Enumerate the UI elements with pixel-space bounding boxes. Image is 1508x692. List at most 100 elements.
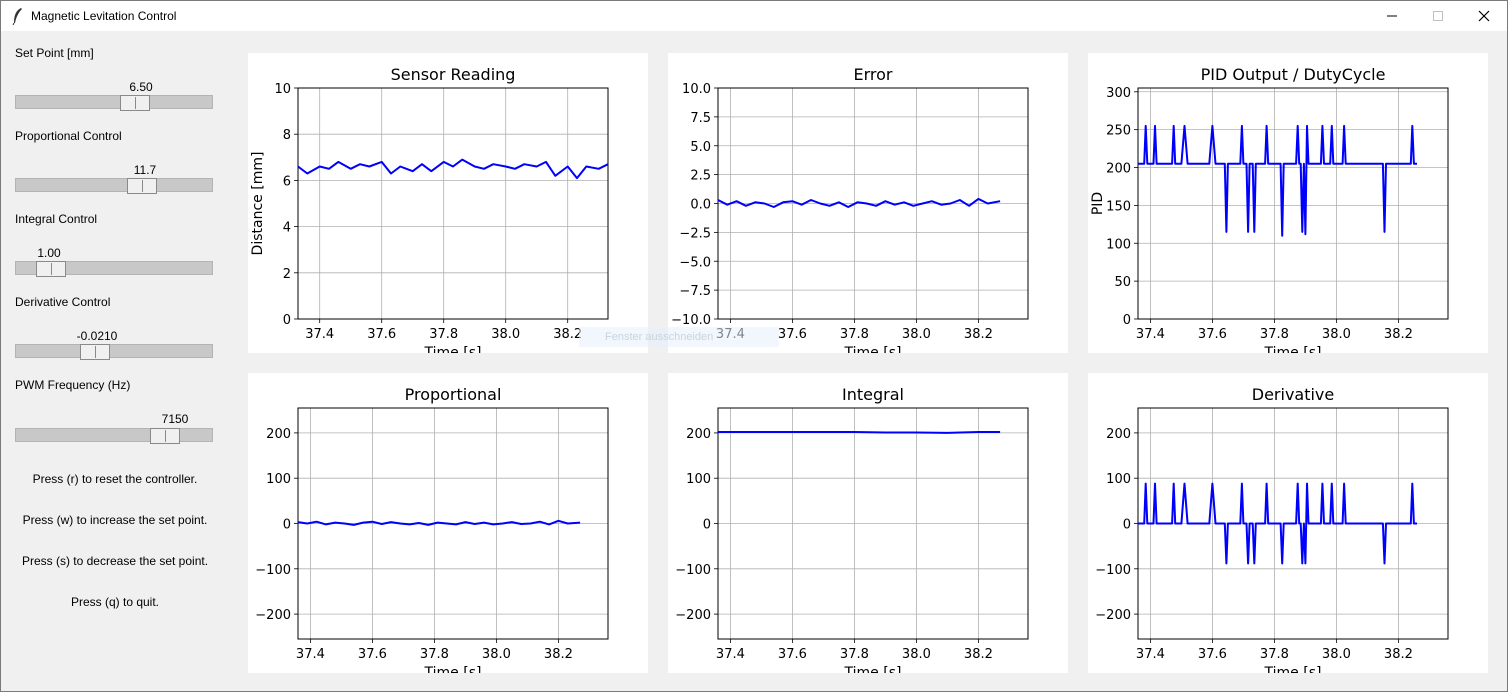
x-axis-label: Time [s] (844, 345, 902, 353)
y-tick-label: 7.5 (690, 111, 711, 126)
y-tick-label: −100 (675, 563, 711, 578)
y-tick-label: 200 (266, 427, 291, 442)
y-tick-label: −200 (675, 608, 711, 623)
integral-slider[interactable] (15, 261, 213, 277)
plot-frame (1137, 87, 1449, 320)
x-tick-label: 37.4 (716, 647, 745, 662)
integral-panel: Integral 37.4 37.6 37.8 38.0 38.2 −200 −100 0 100… (668, 373, 1068, 673)
chart-title: Integral (842, 385, 904, 404)
x-axis-label: Time [s] (844, 665, 902, 673)
y-tick-label: −100 (255, 563, 291, 578)
series-line (297, 519, 581, 526)
proportional-panel: Proportional 37.4 37.6 37.8 38.0 38.2 −200 −100… (248, 373, 648, 673)
minimize-button[interactable] (1369, 1, 1415, 31)
y-tick-label: 100 (686, 472, 711, 487)
y-tick-label: 100 (1106, 237, 1131, 252)
x-tick-label: 38.0 (902, 647, 931, 662)
x-tick-label: 37.6 (778, 327, 807, 342)
y-tick-label: 10.0 (682, 82, 711, 97)
series-line (718, 431, 1001, 434)
plot-frame (297, 87, 609, 320)
y-tick-label: 0 (283, 518, 291, 533)
x-tick-label: 37.8 (840, 327, 869, 342)
chart-title: Derivative (1252, 385, 1335, 404)
y-tick-label: 100 (266, 472, 291, 487)
setpoint-label: Set Point [mm] (15, 46, 94, 60)
hint-quit: Press (q) to quit. (70, 595, 160, 609)
x-tick-label: 37.4 (296, 647, 325, 662)
x-tick-label: 37.4 (1136, 327, 1165, 342)
y-tick-label: 8 (283, 128, 291, 143)
x-axis-label: Time [s] (1264, 345, 1322, 353)
x-tick-label: 38.2 (1384, 647, 1413, 662)
pid-output-panel: PID Output / DutyCycle 37.4 37.6 37.8 38.0 38… (1088, 53, 1488, 353)
y-tick-label: −200 (255, 608, 291, 623)
chart-title: Error (854, 65, 893, 84)
derivative-value: -0.0210 (76, 329, 118, 343)
x-tick-label: 38.2 (1384, 327, 1413, 342)
x-tick-label: 38.0 (1322, 327, 1351, 342)
chart-title: PID Output / DutyCycle (1201, 65, 1386, 84)
derivative-slider-thumb[interactable] (79, 344, 110, 360)
setpoint-slider[interactable] (15, 95, 213, 111)
proportional-chart: Proportional 37.4 37.6 37.8 38.0 38.2 −200 −100… (255, 385, 609, 673)
y-tick-label: 300 (1106, 86, 1131, 101)
hint-decrease: Press (s) to decrease the set point. (21, 554, 209, 568)
plot-frame (297, 407, 609, 640)
y-tick-label: 0 (283, 313, 291, 328)
x-tick-label: 37.8 (1260, 327, 1289, 342)
derivative-label: Derivative Control (15, 295, 111, 309)
x-tick-label: 37.8 (420, 647, 449, 662)
hint-increase: Press (w) to increase the set point. (22, 513, 208, 527)
y-tick-label: 6 (283, 174, 291, 189)
pwm-frequency-slider-thumb[interactable] (150, 428, 181, 444)
plot-frame (717, 87, 1029, 320)
x-tick-label: 38.0 (482, 647, 511, 662)
derivative-slider[interactable] (15, 344, 213, 360)
error-panel: Error37.437.637.838.038.2−10.0−7.5−5.0−2… (668, 53, 1068, 353)
x-axis-label: Time [s] (1264, 665, 1322, 673)
y-tick-label: 50 (1114, 275, 1131, 290)
y-tick-label: −10.0 (671, 313, 711, 328)
x-tick-label: 37.4 (1136, 647, 1165, 662)
pwm-frequency-slider[interactable] (15, 428, 213, 444)
y-tick-label: 200 (1106, 427, 1131, 442)
proportional-slider[interactable] (15, 178, 213, 194)
x-tick-label: 37.8 (1260, 647, 1289, 662)
x-tick-label: 38.0 (902, 327, 931, 342)
minimize-icon (1387, 15, 1397, 17)
proportional-slider-thumb[interactable] (126, 178, 157, 194)
integral-value: 1.00 (37, 246, 61, 260)
x-axis-label: Time [s] (424, 665, 482, 673)
maximize-button[interactable] (1415, 1, 1461, 31)
y-tick-label: −100 (1095, 563, 1131, 578)
y-axis-label: PID (1090, 192, 1106, 215)
close-button[interactable] (1461, 1, 1507, 31)
title-bar[interactable]: Magnetic Levitation Control (1, 1, 1507, 31)
snip-tooltip: Fenster ausschneiden (579, 327, 779, 347)
y-tick-label: 0.0 (690, 198, 711, 213)
integral-slider-thumb[interactable] (36, 261, 67, 277)
pid-output-chart: PID Output / DutyCycle 37.4 37.6 37.8 38.0 38… (1090, 65, 1449, 353)
x-tick-label: 38.0 (491, 327, 520, 342)
x-tick-label: 37.6 (778, 647, 807, 662)
y-tick-label: 200 (686, 427, 711, 442)
x-tick-label: 37.8 (840, 647, 869, 662)
x-axis-label: Time [s] (424, 345, 482, 353)
derivative-chart: Derivative 37.4 37.6 37.8 38.0 38.2 −200 −100 0 1… (1095, 385, 1449, 673)
x-tick-label: 37.6 (358, 647, 387, 662)
x-tick-label: 37.6 (1198, 327, 1227, 342)
y-tick-label: 2.5 (690, 169, 711, 184)
close-icon (1478, 10, 1490, 22)
y-tick-label: 100 (1106, 472, 1131, 487)
proportional-label: Proportional Control (15, 129, 122, 143)
y-tick-label: 4 (283, 221, 291, 236)
y-tick-label: −200 (1095, 608, 1131, 623)
y-tick-label: −5.0 (679, 255, 711, 270)
setpoint-slider-thumb[interactable] (120, 95, 151, 111)
hint-reset: Press (r) to reset the controller. (32, 472, 198, 486)
y-tick-label: −2.5 (679, 226, 711, 241)
feather-icon (12, 8, 22, 25)
x-tick-label: 38.0 (1322, 647, 1351, 662)
